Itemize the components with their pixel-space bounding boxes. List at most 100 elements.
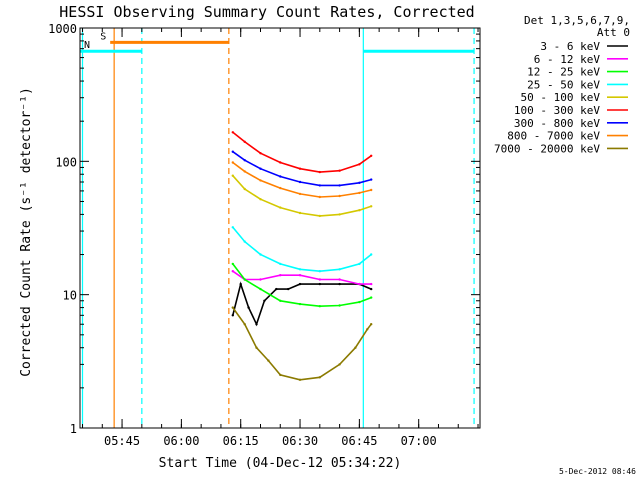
series-8-point-7 — [338, 363, 341, 366]
series-line-3 — [232, 226, 372, 273]
y-tick-label-2: 100 — [55, 155, 77, 169]
series-7-point-6 — [338, 194, 341, 198]
x-tick-label-3: 06:30 — [282, 434, 318, 448]
series-8-point-10 — [370, 323, 373, 326]
plot-frame — [79, 27, 481, 429]
series-6-point-5 — [318, 184, 321, 187]
series-6-point-1 — [243, 159, 246, 162]
series-line-5 — [232, 131, 372, 173]
legend-header-line-2: Att 0 — [597, 26, 630, 39]
series-0-point-2 — [247, 306, 250, 309]
y-axis-ticks: 1 10 100 1000 — [48, 22, 480, 436]
series-5-point-0 — [231, 131, 234, 134]
series-1-point-0 — [231, 270, 234, 273]
series-2-point-2 — [259, 287, 262, 291]
x-tick-label-2: 06:15 — [223, 434, 259, 448]
series-4-point-2 — [259, 198, 262, 201]
series-1-point-3 — [279, 274, 282, 277]
series-5-point-2 — [259, 152, 262, 155]
series-0-point-8 — [318, 282, 321, 286]
series-7-point-3 — [279, 186, 282, 190]
series-0-point-3 — [255, 323, 258, 326]
series-5-point-8 — [370, 154, 373, 157]
series-0-point-5 — [275, 287, 278, 291]
series-8-point-5 — [298, 378, 302, 381]
x-tick-label-1: 06:00 — [163, 434, 199, 448]
series-4-point-6 — [338, 213, 341, 216]
series-5-point-6 — [338, 169, 341, 172]
series-8-point-4 — [279, 373, 282, 377]
series-7-point-1 — [243, 170, 246, 173]
chart-title: HESSI Observing Summary Count Rates, Cor… — [59, 3, 474, 21]
generation-timestamp: 5-Dec-2012 08:46 — [559, 467, 636, 476]
series-0-point-6 — [287, 287, 290, 291]
series-8-point-9 — [366, 328, 369, 331]
legend-header-line-1: Det 1,3,5,6,7,9, — [524, 14, 630, 27]
series-2-point-8 — [370, 296, 373, 299]
series-6-point-3 — [279, 175, 282, 178]
x-axis-ticks: 05:45 06:00 06:15 06:30 06:45 07:00 — [82, 28, 479, 448]
series-2-point-0 — [231, 262, 234, 266]
state-bar-label-0: S — [100, 31, 106, 42]
series-3-point-4 — [298, 268, 302, 271]
y-tick-label-1: 10 — [63, 289, 77, 303]
series-1-point-5 — [318, 278, 321, 281]
legend-label-7: 800 - 7000 keV — [507, 130, 600, 143]
legend-label-0: 3 - 6 keV — [540, 40, 600, 53]
series-3-point-7 — [358, 262, 361, 266]
series-1-point-6 — [338, 278, 341, 281]
series-3-point-0 — [231, 226, 234, 229]
series-6-point-0 — [231, 150, 234, 153]
series-1-point-7 — [358, 282, 361, 286]
series-0-point-1 — [239, 282, 242, 286]
series-7-point-0 — [231, 161, 234, 164]
series-8-point-8 — [354, 346, 357, 349]
series-7-point-2 — [259, 179, 262, 182]
x-tick-label-4: 06:45 — [341, 434, 377, 448]
series-6-point-2 — [259, 167, 262, 170]
series-0-point-0 — [231, 314, 234, 317]
x-axis-label: Start Time (04-Dec-12 05:34:22) — [159, 456, 402, 471]
series-1-point-2 — [259, 278, 262, 281]
series-4-point-5 — [318, 214, 321, 218]
series-2-point-7 — [358, 300, 361, 304]
legend-label-4: 50 - 100 keV — [521, 91, 601, 104]
series-3-point-6 — [338, 268, 341, 271]
legend-label-1: 6 - 12 keV — [534, 53, 601, 66]
series-1-point-4 — [298, 274, 302, 277]
plot-area: SN — [79, 27, 481, 429]
series-0-point-7 — [298, 282, 302, 286]
series-2-point-3 — [279, 299, 282, 302]
legend-label-2: 12 - 25 keV — [527, 66, 600, 79]
series-4-point-7 — [358, 209, 361, 212]
series-4-point-1 — [243, 187, 246, 191]
legend-label-6: 300 - 800 keV — [514, 117, 600, 130]
series-5-point-5 — [318, 170, 321, 174]
series-7-point-4 — [298, 192, 302, 196]
x-tick-label-0: 05:45 — [104, 434, 140, 448]
series-4-point-0 — [231, 174, 234, 177]
series-2-point-5 — [318, 305, 321, 308]
series-0-point-9 — [338, 282, 341, 286]
series-3-point-5 — [318, 270, 321, 273]
series-8-point-3 — [267, 359, 270, 362]
series-0-point-4 — [263, 299, 266, 302]
legend-label-8: 7000 - 20000 keV — [494, 142, 600, 155]
series-3-point-2 — [259, 253, 262, 256]
series-5-point-7 — [358, 163, 361, 166]
series-7-point-7 — [358, 191, 361, 195]
series-2-point-6 — [338, 304, 341, 307]
series-8-point-1 — [243, 323, 246, 326]
series-4-point-3 — [279, 206, 282, 209]
series-5-point-1 — [243, 140, 246, 143]
legend-label-3: 25 - 50 keV — [527, 78, 600, 91]
series-2-point-4 — [298, 302, 302, 306]
series-3-point-8 — [370, 253, 373, 256]
y-tick-label-3: 1000 — [48, 22, 77, 36]
series-2-point-1 — [243, 278, 246, 281]
y-axis-label: Corrected Count Rate (s⁻¹ detector⁻¹) — [19, 87, 34, 377]
series-0-point-11 — [370, 287, 373, 291]
y-tick-label-0: 1 — [70, 422, 77, 436]
